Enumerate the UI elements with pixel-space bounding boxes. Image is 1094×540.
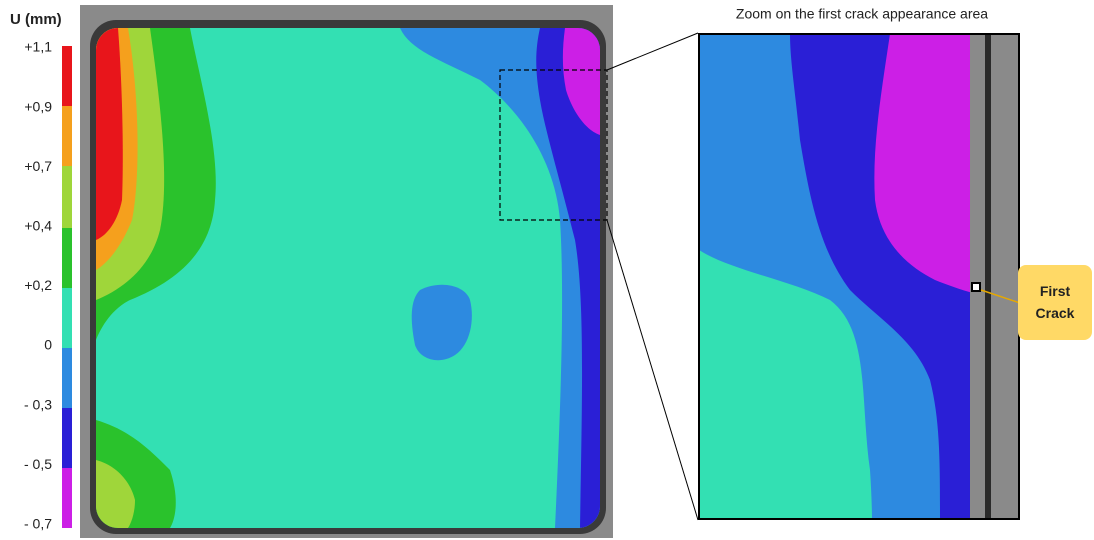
- colorbar-label: +0,4: [24, 218, 52, 234]
- callout-label: First Crack: [1036, 283, 1075, 321]
- colorbar-label: +0,2: [24, 277, 52, 293]
- colorbar-label: - 0,7: [24, 516, 52, 532]
- specimen-map: [80, 5, 613, 538]
- colorbar-label: 0: [44, 337, 52, 353]
- zoom-panel: [698, 33, 1020, 520]
- colorbar-label: +0,7: [24, 158, 52, 174]
- colorbar-label: +1,1: [24, 39, 52, 55]
- colorbar-labels: +1,1 +0,9 +0,7 +0,4 +0,2 0 - 0,3 - 0,5 - 0,7: [24, 39, 52, 532]
- legend-title: U (mm): [10, 11, 62, 28]
- colorbar-label: +0,9: [24, 98, 52, 114]
- colorbar: [62, 46, 72, 528]
- callout: First Crack: [980, 265, 1092, 340]
- colorbar-label: - 0,5: [24, 456, 52, 472]
- colorbar-label: - 0,3: [24, 396, 52, 412]
- zoom-connectors: [606, 32, 699, 521]
- zoom-caption: Zoom on the first crack appearance area: [736, 6, 988, 22]
